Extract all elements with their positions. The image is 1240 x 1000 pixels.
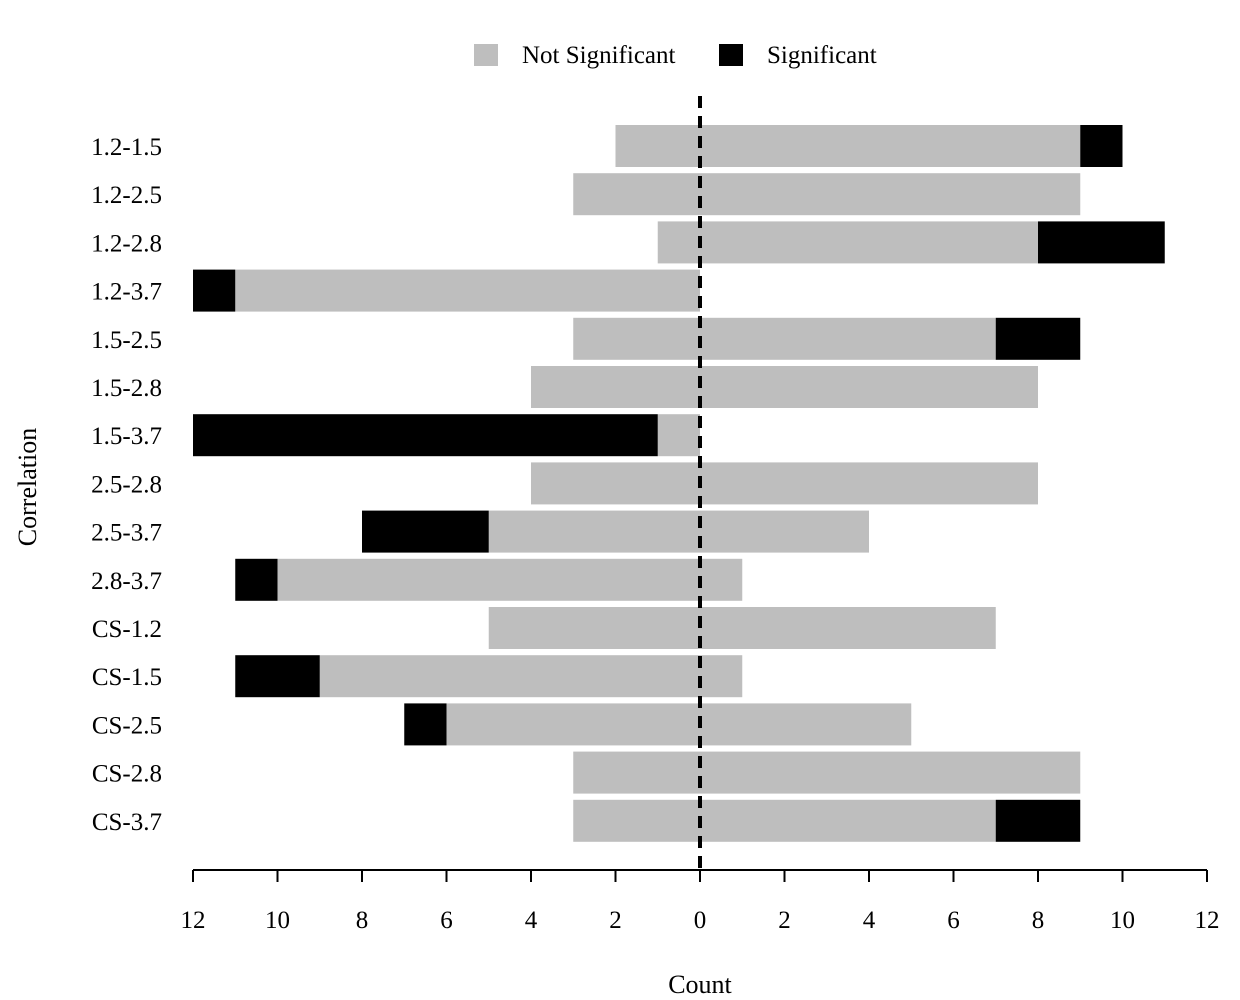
bar-1-5-3-7-significant-neg [193, 414, 658, 457]
bar-2-8-3-7-significant-neg [235, 558, 278, 601]
bar-1-2-2-8-significant-pos [1038, 221, 1165, 264]
y-tick-label-2-8-3-7: 2.8-3.7 [91, 568, 162, 595]
x-tick-label: 6 [947, 907, 960, 934]
bar-cs-1-5-not-significant-pos [700, 655, 743, 698]
x-tick-label: 0 [694, 907, 707, 934]
bar-cs-1-2-not-significant-neg [488, 607, 700, 649]
bar-1-5-2-8-not-significant-pos [700, 366, 1038, 408]
x-tick-label: 10 [1110, 907, 1135, 934]
x-tick-label: 2 [609, 907, 622, 934]
bar-1-2-1-5-not-significant-pos [700, 125, 1081, 167]
bar-2-8-3-7-not-significant-pos [700, 558, 743, 601]
bar-1-2-2-5-not-significant-pos [700, 173, 1081, 216]
x-axis-title: Count [668, 970, 732, 999]
bar-1-2-3-7-significant-neg [193, 269, 236, 312]
x-tick-label: 8 [1032, 907, 1045, 934]
bars [193, 125, 1165, 842]
bar-cs-3-7-not-significant-neg [573, 799, 700, 842]
bar-1-2-1-5-significant-pos [1080, 125, 1123, 167]
bar-2-8-3-7-not-significant-neg [277, 558, 700, 601]
legend-swatch-not-significant [474, 44, 498, 66]
y-tick-label-1-2-2-5: 1.2-2.5 [91, 182, 162, 209]
bar-1-2-2-5-not-significant-neg [573, 173, 700, 216]
bar-2-5-3-7-significant-neg [362, 510, 489, 553]
y-tick-label-cs-1-5: CS-1.5 [92, 664, 162, 691]
y-tick-label-cs-1-2: CS-1.2 [92, 616, 162, 643]
bar-1-2-1-5-not-significant-neg [615, 125, 700, 167]
bar-1-5-2-5-not-significant-neg [573, 317, 700, 360]
bar-2-5-2-8-not-significant-neg [531, 462, 700, 505]
bar-2-5-3-7-not-significant-neg [488, 510, 700, 553]
bar-2-5-2-8-not-significant-pos [700, 462, 1038, 505]
bar-cs-1-5-significant-neg [235, 655, 320, 698]
bar-1-5-2-8-not-significant-neg [531, 366, 700, 408]
bar-cs-2-8-not-significant-pos [700, 751, 1081, 794]
bar-cs-2-5-not-significant-pos [700, 703, 912, 746]
x-axis: 12 10 8 6 4 2 0 2 4 6 8 10 12 [181, 869, 1220, 934]
y-tick-label-1-5-2-5: 1.5-2.5 [91, 327, 162, 354]
bar-1-5-2-5-significant-pos [995, 317, 1081, 360]
y-tick-label-1-5-2-8: 1.5-2.8 [91, 375, 162, 402]
y-tick-label-2-5-2-8: 2.5-2.8 [91, 471, 162, 498]
x-tick-label: 4 [863, 907, 876, 934]
x-tick-label: 12 [1195, 907, 1220, 934]
x-tick-label: 10 [265, 907, 290, 934]
x-tick-label: 8 [356, 907, 369, 934]
bar-1-5-2-5-not-significant-pos [700, 317, 996, 360]
bar-cs-2-5-not-significant-neg [446, 703, 700, 746]
bar-1-2-2-8-not-significant-neg [657, 221, 700, 264]
legend-label-significant: Significant [767, 42, 877, 69]
bar-1-2-2-8-not-significant-pos [700, 221, 1038, 264]
y-tick-label-cs-2-8: CS-2.8 [92, 761, 162, 788]
bar-1-5-3-7-not-significant-neg [657, 414, 700, 457]
y-tick-label-cs-2-5: CS-2.5 [92, 712, 162, 739]
bar-2-5-3-7-not-significant-pos [700, 510, 869, 553]
bar-cs-1-2-not-significant-pos [700, 607, 996, 649]
legend-label-not-significant: Not Significant [522, 42, 676, 69]
y-axis-title: Correlation [13, 428, 42, 546]
y-tick-label-2-5-3-7: 2.5-3.7 [91, 520, 162, 547]
legend: Not Significant Significant [474, 42, 877, 69]
bar-1-2-3-7-not-significant-neg [235, 269, 700, 312]
x-tick-label: 4 [525, 907, 538, 934]
y-tick-label-1-5-3-7: 1.5-3.7 [91, 423, 162, 450]
y-tick-label-1-2-3-7: 1.2-3.7 [91, 279, 162, 306]
y-tick-label-1-2-2-8: 1.2-2.8 [91, 230, 162, 257]
bar-cs-2-5-significant-neg [404, 703, 447, 746]
y-tick-label-cs-3-7: CS-3.7 [92, 809, 162, 836]
bar-cs-3-7-significant-pos [995, 799, 1081, 842]
bar-cs-3-7-not-significant-pos [700, 799, 996, 842]
x-tick-label: 6 [440, 907, 453, 934]
x-tick-label: 12 [181, 907, 206, 934]
legend-swatch-significant [719, 44, 743, 66]
bar-cs-1-5-not-significant-neg [319, 655, 700, 698]
bar-cs-2-8-not-significant-neg [573, 751, 700, 794]
y-tick-labels: 1.2-1.5 1.2-2.5 1.2-2.8 1.2-3.7 1.5-2.5 1.5-2… [91, 134, 162, 836]
x-tick-label: 2 [778, 907, 791, 934]
y-tick-label-1-2-1-5: 1.2-1.5 [91, 134, 162, 161]
